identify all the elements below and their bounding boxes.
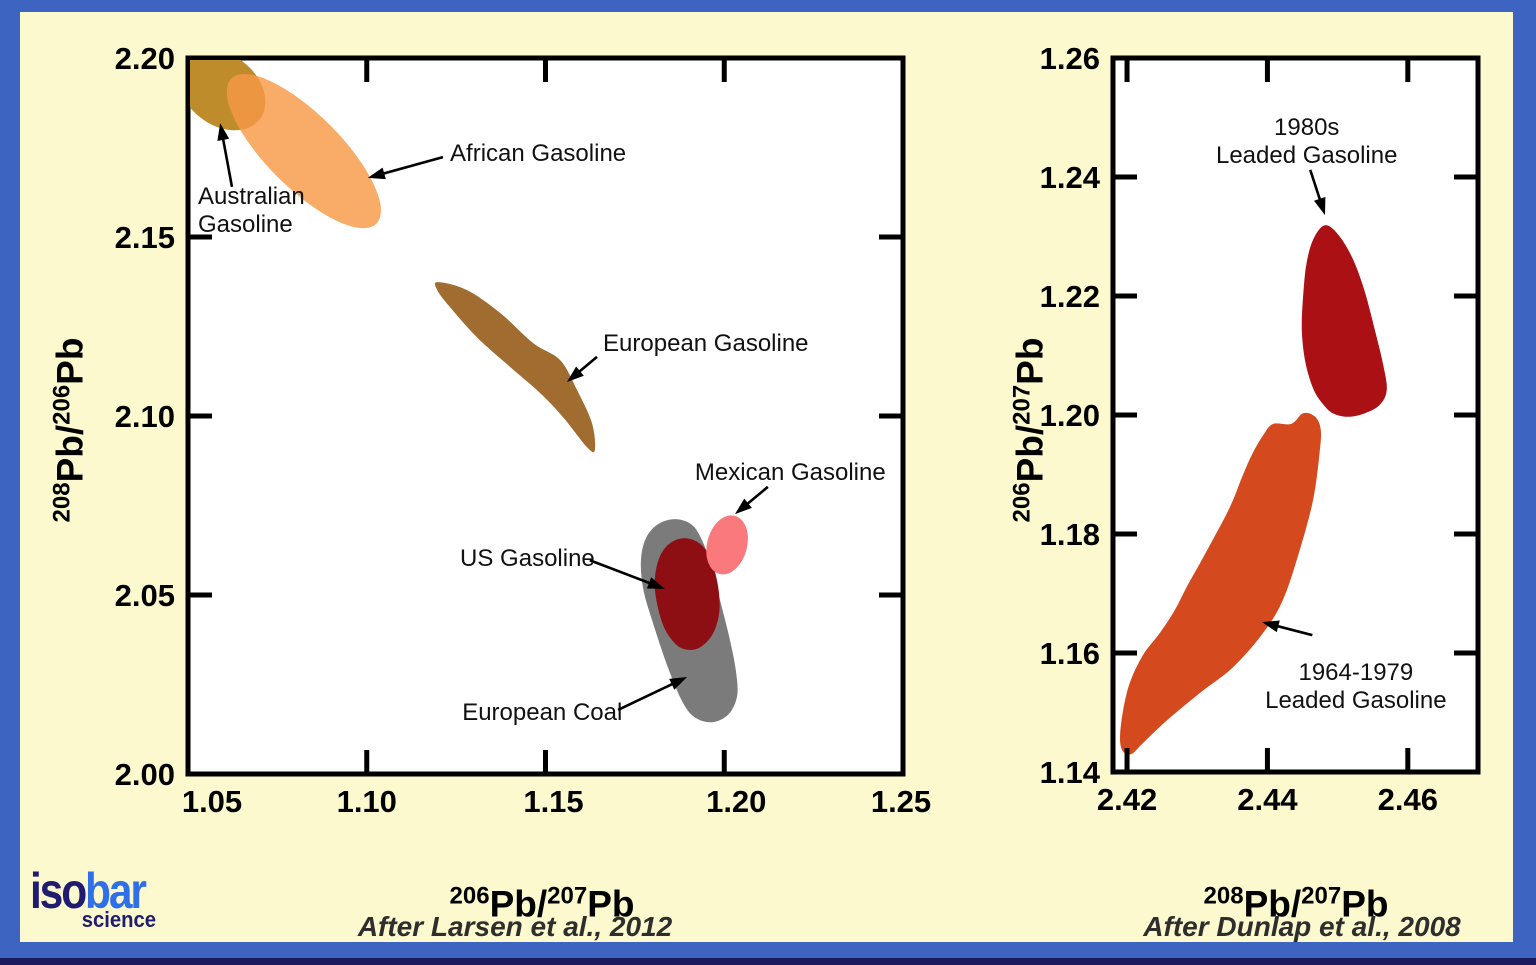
isotope-superscript: 207 [547, 882, 588, 910]
logo-bar: bar [85, 863, 147, 919]
annotation-european-gasoline: European Gasoline [603, 329, 808, 356]
annotation-mexican-gasoline: Mexican Gasoline [695, 459, 886, 486]
isotope-text: Pb/ [49, 424, 91, 483]
y-tick-label: 1.26 [1040, 41, 1100, 76]
annotation-arrowhead [1314, 197, 1326, 216]
y-tick-label: 2.10 [115, 399, 175, 434]
isotope-text: Pb [587, 883, 635, 925]
x-tick-label: 1.10 [337, 784, 397, 819]
isotope-superscript: 206 [48, 384, 76, 425]
annotation-australian: Australian Gasoline [198, 182, 305, 237]
annotation-1964-1979: 1964-1979 Leaded Gasoline [1265, 659, 1446, 714]
y-tick-label: 1.24 [1040, 160, 1101, 195]
y-axis-label-right-plot: 206Pb/207Pb [1008, 337, 1051, 523]
region-mexican-gasoline [706, 515, 748, 575]
plot-0: 1.05 1.10 1.15 1.20 1.25 2.00 2.05 2.10 2.15 2.20… [115, 41, 932, 819]
y-tick-label: 2.20 [115, 41, 175, 76]
isotope-superscript: 208 [1203, 882, 1244, 910]
x-axis-label-right-plot: 208Pb/207Pb [1203, 882, 1389, 925]
logo-iso: iso [30, 863, 87, 919]
isotope-superscript: 208 [48, 482, 76, 523]
x-tick-label: 2.46 [1378, 782, 1438, 817]
x-tick-label: 1.25 [871, 784, 931, 819]
region-european-gasoline [434, 282, 596, 453]
annotation-arrowhead [734, 498, 752, 515]
isotope-text: Pb [1341, 883, 1389, 925]
region-african-gasoline [226, 73, 381, 229]
x-tick-label: 1.05 [182, 784, 242, 819]
annotation-arrowhead [669, 676, 688, 690]
annotation-arrowhead [566, 366, 584, 382]
annotation-us-gasoline: US Gasoline [460, 545, 595, 572]
isotope-text: Pb/ [1243, 883, 1302, 925]
annotation-arrow-line [589, 559, 655, 586]
isotope-text: Pb [49, 337, 91, 385]
annotation-arrowhead [646, 577, 665, 589]
annotation-arrowhead [367, 167, 386, 180]
isotope-superscript: 206 [449, 882, 490, 910]
annotation-arrow-line [1309, 169, 1323, 205]
region-1980s-leaded-gasoline [1301, 225, 1387, 417]
y-tick-label: 1.20 [1040, 398, 1100, 433]
y-tick-label: 2.05 [115, 578, 175, 613]
isotope-text: Pb/ [489, 883, 548, 925]
annotation-arrow-line [743, 485, 769, 508]
y-tick-label: 1.22 [1040, 279, 1100, 314]
logo-subtitle: science [81, 907, 156, 932]
x-axis-label-left-plot: 206Pb/207Pb [449, 882, 635, 925]
citation-left: After Larsen et al., 2012 [357, 911, 673, 942]
y-tick-label: 1.18 [1040, 517, 1100, 552]
regions-1 [1120, 225, 1387, 755]
annotation-arrow-line [379, 155, 444, 176]
x-tick-label: 2.42 [1097, 782, 1157, 817]
logo-wordmark: isobar [30, 863, 147, 919]
bottom-dark-edge [0, 958, 1536, 965]
isotope-superscript: 207 [1301, 882, 1342, 910]
regions-0 [190, 60, 748, 723]
isotope-superscript: 206 [1008, 482, 1036, 523]
annotation-arrowhead [217, 123, 230, 141]
y-tick-label: 2.00 [115, 757, 175, 792]
y-axis-label-left-plot: 208Pb/206Pb [48, 337, 91, 523]
annotation-arrowhead [1261, 620, 1280, 633]
region-us-gasoline [654, 538, 720, 650]
annotation-african-gasoline: African Gasoline [450, 139, 626, 166]
region-1964-1979-leaded-gasoline [1120, 412, 1322, 755]
x-tick-label: 1.20 [706, 784, 766, 819]
annotation-arrow-line [1273, 623, 1313, 637]
x-tick-label: 1.15 [523, 784, 583, 819]
isotope-superscript: 207 [1008, 384, 1036, 425]
annotation-arrow-line [221, 134, 234, 188]
y-tick-label: 2.15 [115, 220, 175, 255]
isotope-text: Pb [1009, 337, 1051, 385]
isobar-science-logo: isobar science [30, 866, 156, 931]
y-tick-label: 1.14 [1040, 755, 1101, 790]
isotope-text: Pb/ [1009, 424, 1051, 483]
plot-1: 2.42 2.44 2.46 1.14 1.16 1.18 1.20 1.22 1.24 1.26… [1040, 41, 1481, 817]
annotation-1980s: 1980s Leaded Gasoline [1216, 114, 1397, 169]
citation-right: After Dunlap et al., 2008 [1143, 911, 1461, 942]
annotation-european-coal: European Coal [462, 699, 622, 726]
y-tick-label: 1.16 [1040, 636, 1100, 671]
annotation-arrow-line [617, 680, 677, 712]
x-tick-label: 2.44 [1237, 782, 1298, 817]
